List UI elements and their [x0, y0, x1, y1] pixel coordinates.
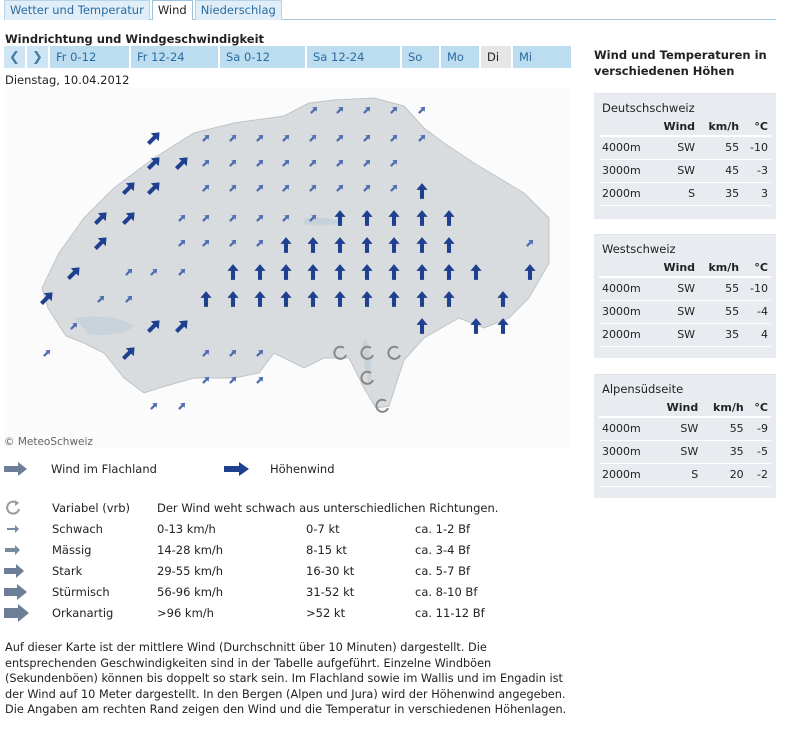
prev-icon[interactable]: ❮ — [4, 46, 27, 68]
day-tab-fr-0-12[interactable]: Fr 0-12 — [50, 46, 131, 68]
weak-arrow-icon — [7, 525, 19, 533]
legend-row-kt: 0-7 kt — [306, 522, 340, 536]
day-tab-fr-12-24[interactable]: Fr 12-24 — [131, 46, 220, 68]
region-table: Wind km/h °C 4000m SW 55 -10 3000m SW 45 -3 2000… — [599, 118, 771, 206]
legend-row-name: Orkanartig — [52, 606, 114, 620]
description: Auf dieser Karte ist der mittlere Wind (… — [5, 640, 575, 718]
description-paragraph: Die Angaben am rechten Rand zeigen den W… — [5, 703, 567, 716]
description-paragraph: Auf dieser Karte ist der mittlere Wind (… — [5, 641, 566, 701]
legend-row-name: Schwach — [52, 522, 103, 536]
day-tab-so[interactable]: So — [402, 46, 441, 68]
col-temp: °C — [742, 259, 771, 278]
copyright: © MeteoSchweiz — [4, 436, 93, 448]
legend-row-desc: Der Wind weht schwach aus unterschiedlic… — [157, 501, 499, 515]
day-tab-sa-12-24[interactable]: Sa 12-24 — [307, 46, 402, 68]
lowland-arrow-icon — [4, 462, 27, 476]
day-tab-mi[interactable]: Mi — [513, 46, 543, 68]
table-row: 3000m SW 55 -4 — [599, 300, 771, 324]
wind-arrow-icon — [254, 374, 266, 386]
table-row: 2000m SW 35 4 — [599, 323, 771, 347]
moderate-arrow-icon — [5, 545, 20, 555]
variable-wind-icon — [360, 345, 374, 360]
table-row: 3000m SW 45 -3 — [599, 159, 771, 183]
wind-arrow-icon — [416, 104, 428, 116]
right-panel-title: Wind und Temperaturen in verschiedenen H… — [594, 48, 767, 78]
legend-row-bf: ca. 11-12 Bf — [415, 606, 485, 620]
legend-row-kmh: 0-13 km/h — [157, 522, 216, 536]
forecast-date: Dienstag, 10.04.2012 — [5, 73, 130, 87]
section-title: Windrichtung und Windgeschwindigkeit — [5, 32, 265, 46]
wind-arrow-icon — [41, 347, 53, 359]
legend-row-kmh: >96 km/h — [157, 606, 214, 620]
legend-row-bf: ca. 3-4 Bf — [415, 543, 471, 557]
legend-lowland: Wind im Flachland — [51, 462, 157, 476]
wind-map — [4, 88, 571, 448]
table-row: 3000m SW 35 -5 — [599, 440, 771, 464]
col-wind: Wind — [652, 118, 699, 137]
wind-arrow-icon — [148, 400, 160, 412]
col-kmh: km/h — [701, 399, 747, 418]
col-wind: Wind — [652, 259, 699, 278]
region-table: Wind km/h °C 4000m SW 55 -9 3000m SW 35 -5 2000m… — [599, 399, 771, 487]
day-tab-di[interactable]: Di — [481, 46, 513, 68]
variable-icon — [6, 500, 20, 515]
stormy-arrow-icon — [4, 584, 27, 600]
legend-row-bf: ca. 8-10 Bf — [415, 585, 478, 599]
table-row: 4000m SW 55 -9 — [599, 417, 771, 441]
legend-row-bf: ca. 1-2 Bf — [415, 522, 471, 536]
day-tab-sa-0-12[interactable]: Sa 0-12 — [220, 46, 307, 68]
region-name: Deutschschweiz — [602, 101, 695, 115]
day-selector: ❮ ❯ Fr 0-12 Fr 12-24 Sa 0-12 Sa 12-24 So… — [4, 46, 571, 68]
tab-wind[interactable]: Wind — [151, 0, 193, 20]
col-kmh: km/h — [698, 118, 743, 137]
next-icon[interactable]: ❯ — [27, 46, 50, 68]
col-wind: Wind — [654, 399, 702, 418]
region-name: Alpensüdseite — [602, 382, 684, 396]
legend-row-name: Stark — [52, 564, 83, 578]
tab-weather[interactable]: Wetter und Temperatur — [4, 0, 150, 20]
switzerland-map — [37, 97, 550, 413]
legend-row-name: Mässig — [52, 543, 92, 557]
table-row: 4000m SW 55 -10 — [599, 277, 771, 301]
main-tabs: Wetter und Temperatur Wind Niederschlag — [4, 0, 776, 20]
col-temp: °C — [746, 399, 771, 418]
col-kmh: km/h — [698, 259, 743, 278]
region-table: Wind km/h °C 4000m SW 55 -10 3000m SW 55 -4 2000… — [599, 259, 771, 347]
variable-wind-icon — [375, 398, 389, 413]
region-name: Westschweiz — [602, 242, 676, 256]
strong-arrow-icon — [4, 564, 24, 578]
legend-row-kt: 16-30 kt — [306, 564, 355, 578]
region-panel-westschweiz: Westschweiz Wind km/h °C 4000m SW 55 -10 3000… — [594, 234, 776, 358]
legend-row-kt: 8-15 kt — [306, 543, 347, 557]
legend-row-kmh: 14-28 km/h — [157, 543, 224, 557]
legend: Wind im Flachland Höhenwind Variabel (vr… — [4, 460, 574, 630]
variable-wind-icon — [387, 345, 401, 360]
region-panel-deutschschweiz: Deutschschweiz Wind km/h °C 4000m SW 55 -10 3… — [594, 93, 776, 219]
tab-precipitation[interactable]: Niederschlag — [194, 0, 282, 20]
legend-row-kt: >52 kt — [306, 606, 346, 620]
legend-row-name: Variabel (vrb) — [52, 501, 131, 515]
legend-row-name: Stürmisch — [52, 585, 110, 599]
table-row: 4000m SW 55 -10 — [599, 136, 771, 160]
legend-row-kmh: 29-55 km/h — [157, 564, 224, 578]
legend-row-kt: 31-52 kt — [306, 585, 355, 599]
variable-wind-icon — [360, 370, 374, 385]
variable-wind-icon — [333, 345, 347, 360]
wind-arrow-icon — [176, 400, 188, 412]
table-row: 2000m S 20 -2 — [599, 463, 771, 487]
legend-row-bf: ca. 5-7 Bf — [415, 564, 471, 578]
wind-arrow-icon — [144, 128, 164, 148]
region-panel-alpensuedseite: Alpensüdseite Wind km/h °C 4000m SW 55 -9 300… — [594, 374, 776, 498]
col-temp: °C — [742, 118, 771, 137]
legend-altitude: Höhenwind — [270, 462, 335, 476]
altitude-arrow-icon — [224, 462, 249, 476]
day-tab-mo[interactable]: Mo — [441, 46, 481, 68]
legend-row-kmh: 56-96 km/h — [157, 585, 224, 599]
hurricane-arrow-icon — [4, 604, 29, 622]
table-row: 2000m S 35 3 — [599, 182, 771, 206]
